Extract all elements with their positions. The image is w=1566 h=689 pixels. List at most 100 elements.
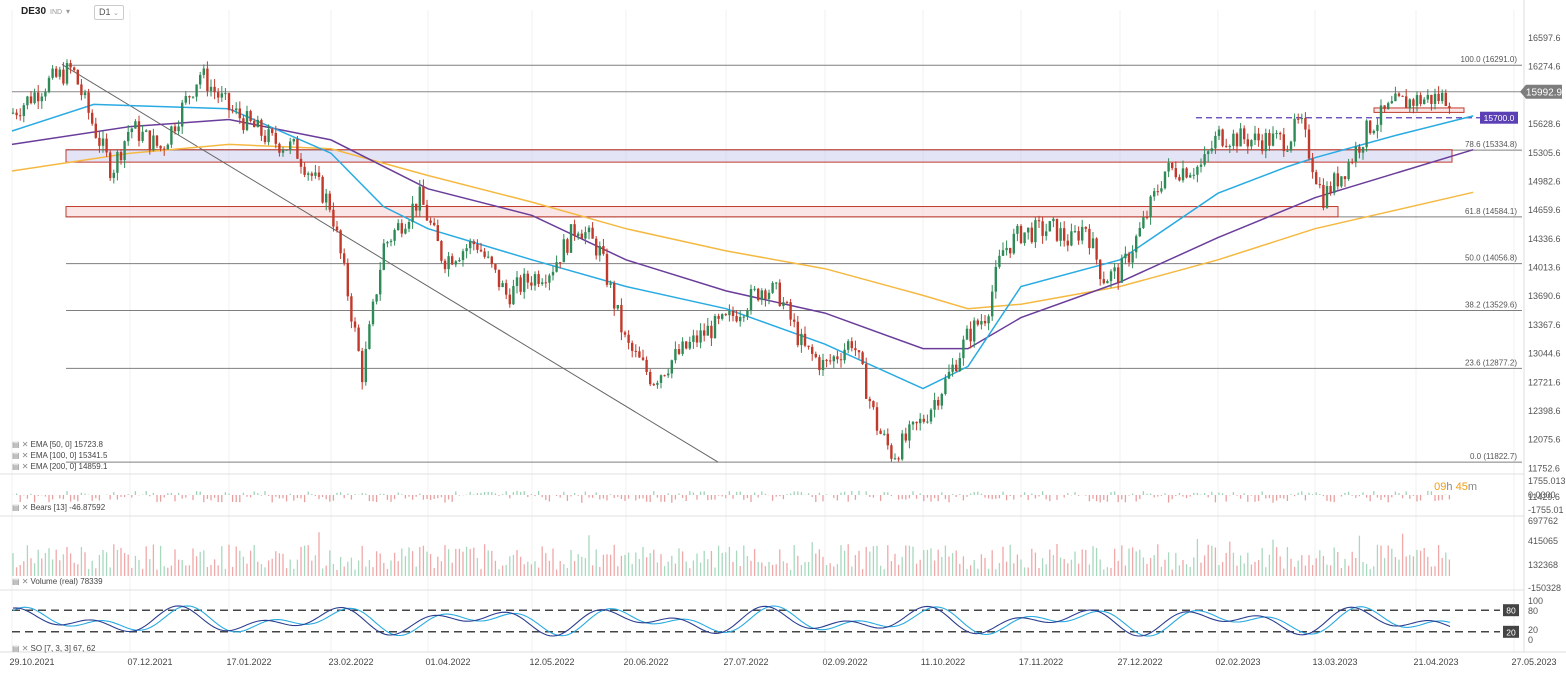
candle-body [523, 273, 526, 292]
legend-ema100[interactable]: ▤ ✕ EMA [100, 0] 15341.5 [12, 451, 107, 460]
candle-body [886, 433, 889, 446]
legend-ema50[interactable]: ▤ ✕ EMA [50, 0] 15723.8 [12, 440, 103, 449]
candle-body [130, 128, 133, 133]
candle-body [177, 126, 180, 132]
price-axis-label: 15305.6 [1528, 148, 1561, 158]
legend-ema200[interactable]: ▤ ✕ EMA [200, 0] 14859.1 [12, 462, 107, 471]
candle-body [289, 141, 292, 150]
candle-body [1131, 252, 1134, 263]
so-axis-label: 100 [1528, 596, 1543, 606]
timeframe-select[interactable]: D1 ⌄ [94, 5, 124, 20]
candle-body [267, 129, 270, 143]
price-axis-label: 14659.6 [1528, 205, 1561, 215]
symbol-dropdown-icon[interactable]: ▾ [66, 7, 71, 16]
candle-body [1437, 93, 1440, 102]
resistance-zone [1373, 107, 1465, 113]
legend-settings-icon[interactable]: ▤ ✕ [12, 577, 29, 586]
candle-body [731, 310, 735, 317]
legend-settings-icon[interactable]: ▤ ✕ [12, 440, 29, 449]
candle-body [515, 277, 519, 286]
candle-body [652, 384, 655, 386]
candle-body [166, 144, 169, 150]
candle-body [541, 282, 544, 284]
candle-body [141, 131, 144, 141]
candle-body [1430, 94, 1433, 104]
candle-body [674, 349, 677, 361]
legend-settings-icon[interactable]: ▤ ✕ [12, 462, 29, 471]
candle-body [195, 84, 198, 97]
candle-body [695, 335, 699, 343]
candle-body [299, 158, 303, 167]
candle-body [1048, 221, 1051, 232]
candle-body [555, 262, 558, 272]
candle-body [875, 407, 879, 431]
candle-body [145, 130, 148, 132]
candle-body [1257, 133, 1260, 141]
symbol-label[interactable]: DE30 [21, 6, 47, 17]
candle-body [1055, 218, 1059, 241]
candle-body [919, 418, 922, 424]
candle-body [627, 334, 630, 343]
candle-body [213, 86, 216, 93]
candle-body [854, 348, 857, 351]
candle-body [1250, 140, 1253, 147]
candle-body [469, 241, 472, 249]
candle-body [375, 294, 378, 302]
candle-body [109, 152, 112, 178]
candle-body [58, 69, 61, 77]
candle-body [757, 288, 760, 301]
fib-level-label: 100.0 (16291.0) [1461, 55, 1518, 64]
legend-volume[interactable]: ▤ ✕ Volume (real) 78339 [12, 577, 103, 586]
candle-body [850, 341, 853, 349]
candle-body [1192, 174, 1195, 176]
candle-body [1361, 147, 1365, 153]
legend-bears[interactable]: ▤ ✕ Bears [13] -46.87592 [12, 503, 105, 512]
legend-settings-icon[interactable]: ▤ ✕ [12, 451, 29, 460]
candle-body [1027, 227, 1030, 233]
candle-body [883, 433, 886, 435]
candle-body [1124, 253, 1127, 259]
candle-body [137, 121, 141, 141]
candle-body [404, 228, 407, 234]
candle-body [980, 321, 983, 325]
candle-body [857, 350, 861, 353]
candle-body [1405, 96, 1408, 109]
legend-so[interactable]: ▤ ✕ SO [7, 3, 3] 67, 62 [12, 644, 95, 653]
ema200-line [11, 143, 1474, 310]
candle-body [1275, 132, 1278, 134]
legend-settings-icon[interactable]: ▤ ✕ [12, 503, 29, 512]
candle-body [425, 204, 429, 221]
candle-body [1336, 173, 1339, 187]
candle-body [242, 118, 245, 131]
candle-body [1221, 129, 1224, 146]
so-level-tag [1503, 604, 1519, 617]
candle-body [908, 424, 911, 441]
candle-body [584, 232, 587, 239]
candle-body [1203, 154, 1206, 165]
candle-body [976, 320, 979, 325]
candle-body [51, 68, 54, 78]
candle-body [508, 294, 511, 305]
candle-body [55, 68, 58, 77]
candle-body [998, 255, 1001, 267]
candle-body [1030, 227, 1033, 243]
candle-body [1246, 139, 1249, 147]
candle-body [415, 203, 418, 211]
candle-body [62, 69, 65, 84]
candle-body [969, 328, 972, 342]
candle-body [1088, 228, 1091, 249]
legend-settings-icon[interactable]: ▤ ✕ [12, 644, 29, 653]
candle-body [1127, 253, 1131, 263]
candle-body [112, 172, 115, 178]
legend-ema200-text: EMA [200, 0] 14859.1 [30, 462, 108, 471]
candle-body [22, 105, 25, 116]
candle-body [350, 296, 353, 322]
so-axis-label: 0 [1528, 635, 1533, 645]
marker-box [1480, 111, 1518, 124]
candle-body [429, 220, 432, 223]
candle-body [991, 291, 994, 317]
candle-body [688, 341, 691, 349]
candle-body [1387, 103, 1390, 110]
candle-body [591, 227, 594, 239]
